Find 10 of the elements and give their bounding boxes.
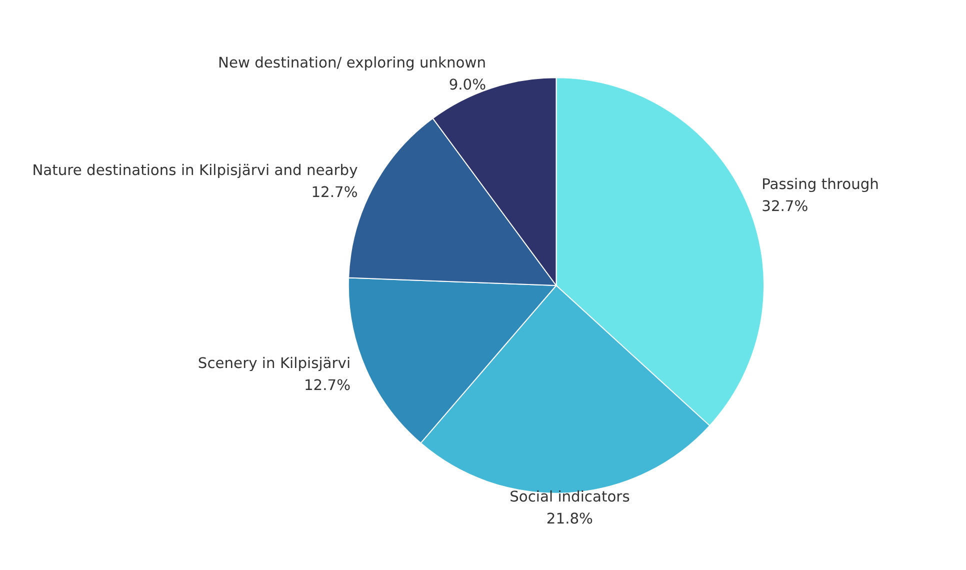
data-label: 12.7% (304, 377, 351, 394)
data-label: 12.7% (311, 184, 358, 201)
slice-label: New destination/ exploring unknown (218, 54, 486, 72)
slice-label: Nature destinations in Kilpisjärvi and nearby (32, 162, 358, 179)
data-label: 21.8% (546, 510, 594, 528)
slice-label: Social indicators (510, 488, 630, 506)
slice-label: Passing through (762, 176, 879, 194)
data-label: 9.0% (448, 76, 486, 94)
data-label: 32.7% (762, 198, 808, 216)
slice-label: Scenery in Kilpisjärvi (198, 355, 351, 372)
